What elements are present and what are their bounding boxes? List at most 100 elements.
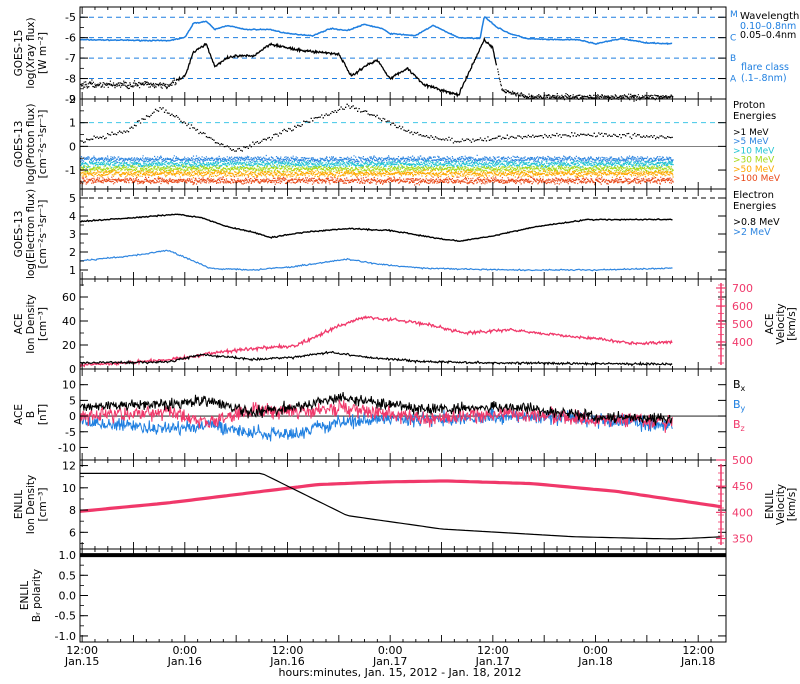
panel-6-ytick-label: -0.5 — [55, 610, 76, 623]
proton-band-3-marks — [80, 168, 674, 179]
panel-0-ytick-label: -8 — [65, 73, 76, 86]
ace-b-legend-sub-1: y — [741, 404, 746, 413]
panel-5-ylabel-line-0: ENLIL — [13, 490, 25, 519]
proton-band-0-marks — [80, 154, 674, 165]
panel-2-ylabel-line-2: [cm⁻²s⁻¹sr⁻¹] — [37, 200, 49, 269]
panel-3-right-tick-label: 400 — [732, 336, 753, 349]
tick-layer — [80, 6, 726, 642]
panel-5-right-tick-label: 450 — [732, 480, 753, 493]
proton-legend-5: >100 MeV — [733, 174, 781, 184]
panel-6-ytick-label: 0.5 — [59, 569, 77, 582]
xray-legend-note-1: flare class — [741, 62, 789, 73]
panel-3-right-tick-label: 700 — [732, 282, 753, 295]
panel-6-ylabel-line-1: Bᵣ polarity — [31, 569, 43, 622]
xray-legend-title: Wavelength — [740, 11, 799, 22]
panel-4-ytick-label: -10 — [58, 441, 76, 454]
proton-1mev-dots — [80, 103, 673, 152]
proton-legend-3: >30 MeV — [733, 156, 775, 166]
x-tick-time-5: 0:00 — [583, 644, 608, 657]
proton-legend-title-1: Proton — [733, 100, 765, 111]
panel-5-ytick-label: 6 — [69, 526, 76, 539]
x-tick-date-6: Jan.18 — [680, 655, 715, 668]
panel-5-ylabel-right-line-2: [km/s] — [786, 488, 798, 522]
panel-4-ylabel-line-2: [nT] — [37, 404, 49, 425]
panel-0-ylabel-line-1: log(Xray flux) — [25, 17, 37, 88]
panel-frame-0 — [79, 6, 727, 100]
proton-legend-title-2: Energies — [733, 111, 776, 122]
electron-legend-0: >0.8 MeV — [733, 217, 780, 228]
panel-3-ytick-label: 60 — [62, 291, 76, 304]
electron-legend-title-2: Energies — [733, 201, 776, 212]
panel-1-ylabel-line-2: [cm⁻²s⁻¹sr⁻¹] — [37, 110, 49, 179]
ace-plasma-series — [80, 315, 673, 368]
electron-legend-1: >2 MeV — [733, 227, 771, 238]
panel-4-ytick-label: 5 — [69, 394, 76, 407]
ace-density-line — [80, 350, 673, 367]
panel-1-ylabel: GOES-13 log(Proton flux) [cm⁻²s⁻¹sr⁻¹] — [13, 104, 49, 185]
panel-1-ytick-label: 1 — [69, 117, 76, 130]
ace-field-series — [80, 392, 726, 442]
xray-series — [80, 16, 726, 98]
panel-1-ytick-label: 0 — [69, 140, 76, 153]
proton-series — [80, 122, 726, 147]
panel-3-ylabel-line-2: [cm⁻³] — [37, 307, 49, 341]
panel-5-right-tick-label: 400 — [732, 506, 753, 519]
panel-frame-6 — [79, 548, 727, 643]
panel-0-ylabel-line-0: GOES-15 — [13, 30, 25, 77]
ace-b-legend-1: By — [733, 398, 746, 413]
panel-1-ytick-label: -1 — [65, 164, 76, 177]
x-tick-date-5: Jan.18 — [577, 655, 612, 668]
ace-bz-line — [80, 399, 673, 433]
panel-0-ytick-label: -7 — [65, 52, 76, 65]
x-tick-date-1: Jan.16 — [167, 655, 202, 668]
panel-3-ytick-label: 20 — [62, 339, 76, 352]
ace-velocity-line — [80, 315, 673, 368]
panel-frame-1 — [79, 98, 727, 190]
proton-band-3 — [80, 168, 674, 179]
panel-3-ylabel: ACE Ion Density [cm⁻³] — [13, 294, 49, 353]
panel-4-ylabel: ACE B [nT] — [13, 404, 49, 425]
panel-6-ylabel-line-0: ENLIL — [19, 581, 31, 610]
panel-2-ylabel-line-0: GOES-13 — [13, 211, 25, 258]
x-tick-date-2: Jan.16 — [269, 655, 304, 668]
electron-2mev-line — [80, 249, 673, 272]
panel-0-ytick-label: -5 — [65, 11, 76, 24]
ace-b-legend-sub-0: x — [741, 384, 746, 393]
panel-5-ytick-label: 10 — [62, 482, 76, 495]
panel-3-ylabel-line-1: Ion Density — [25, 294, 37, 353]
panel-2-ytick-label: 1 — [69, 264, 76, 277]
proton-legend-1: >5 MeV — [733, 137, 769, 147]
x-tick-time-2: 12:00 — [272, 644, 304, 657]
panel-1-ylabel-line-1: log(Proton flux) — [25, 104, 37, 185]
panel-3-ylabel-line-0: ACE — [13, 314, 25, 335]
ace-b-legend-sub-2: z — [741, 424, 745, 433]
x-axis-title: hours:minutes, Jan. 15, 2012 - Jan. 18, … — [279, 666, 522, 679]
panel-5-ytick-label: 12 — [62, 460, 76, 473]
ace-bx-line — [80, 392, 673, 426]
proton-1mev-dots-marks — [80, 103, 673, 152]
x-tick-time-6: 12:00 — [682, 644, 714, 657]
panel-3-ylabel-right: ACE Velocity [km/s] — [764, 303, 798, 344]
panel-3-ylabel-right-line-1: Velocity — [775, 303, 787, 344]
panel-1-ytick-label: 2 — [69, 93, 76, 106]
x-tick-time-4: 12:00 — [477, 644, 509, 657]
panel-5-ylabel: ENLIL Ion Density [cm⁻³] — [13, 475, 49, 534]
panel-5-right-tick-label: 500 — [732, 454, 753, 467]
flare-level-label-A: A — [730, 75, 737, 85]
panel-5-ytick-label: 8 — [69, 504, 76, 517]
panel-3-ylabel-right-line-0: ACE — [764, 314, 776, 335]
panel-6-ytick-label: -1.0 — [55, 630, 76, 643]
panel-3-ytick-label: 40 — [62, 315, 76, 328]
panel-2-ylabel: GOES-13 log(Electron flux) [cm⁻²s⁻¹sr⁻¹] — [13, 189, 49, 279]
proton-band-4 — [80, 176, 674, 186]
panel-6-ytick-label: 1.0 — [59, 549, 77, 562]
flare-level-label-B: B — [730, 54, 736, 64]
panel-5-right-tick-label: 350 — [732, 533, 753, 546]
panel-6-ytick-label: 0.0 — [59, 590, 77, 603]
x-tick-date-3: Jan.17 — [372, 655, 407, 668]
panel-0-ytick-label: -6 — [65, 32, 76, 45]
panel-frame-3 — [79, 278, 727, 370]
panel-5-ylabel-right-line-1: Velocity — [775, 484, 787, 525]
electron-series — [80, 197, 726, 272]
